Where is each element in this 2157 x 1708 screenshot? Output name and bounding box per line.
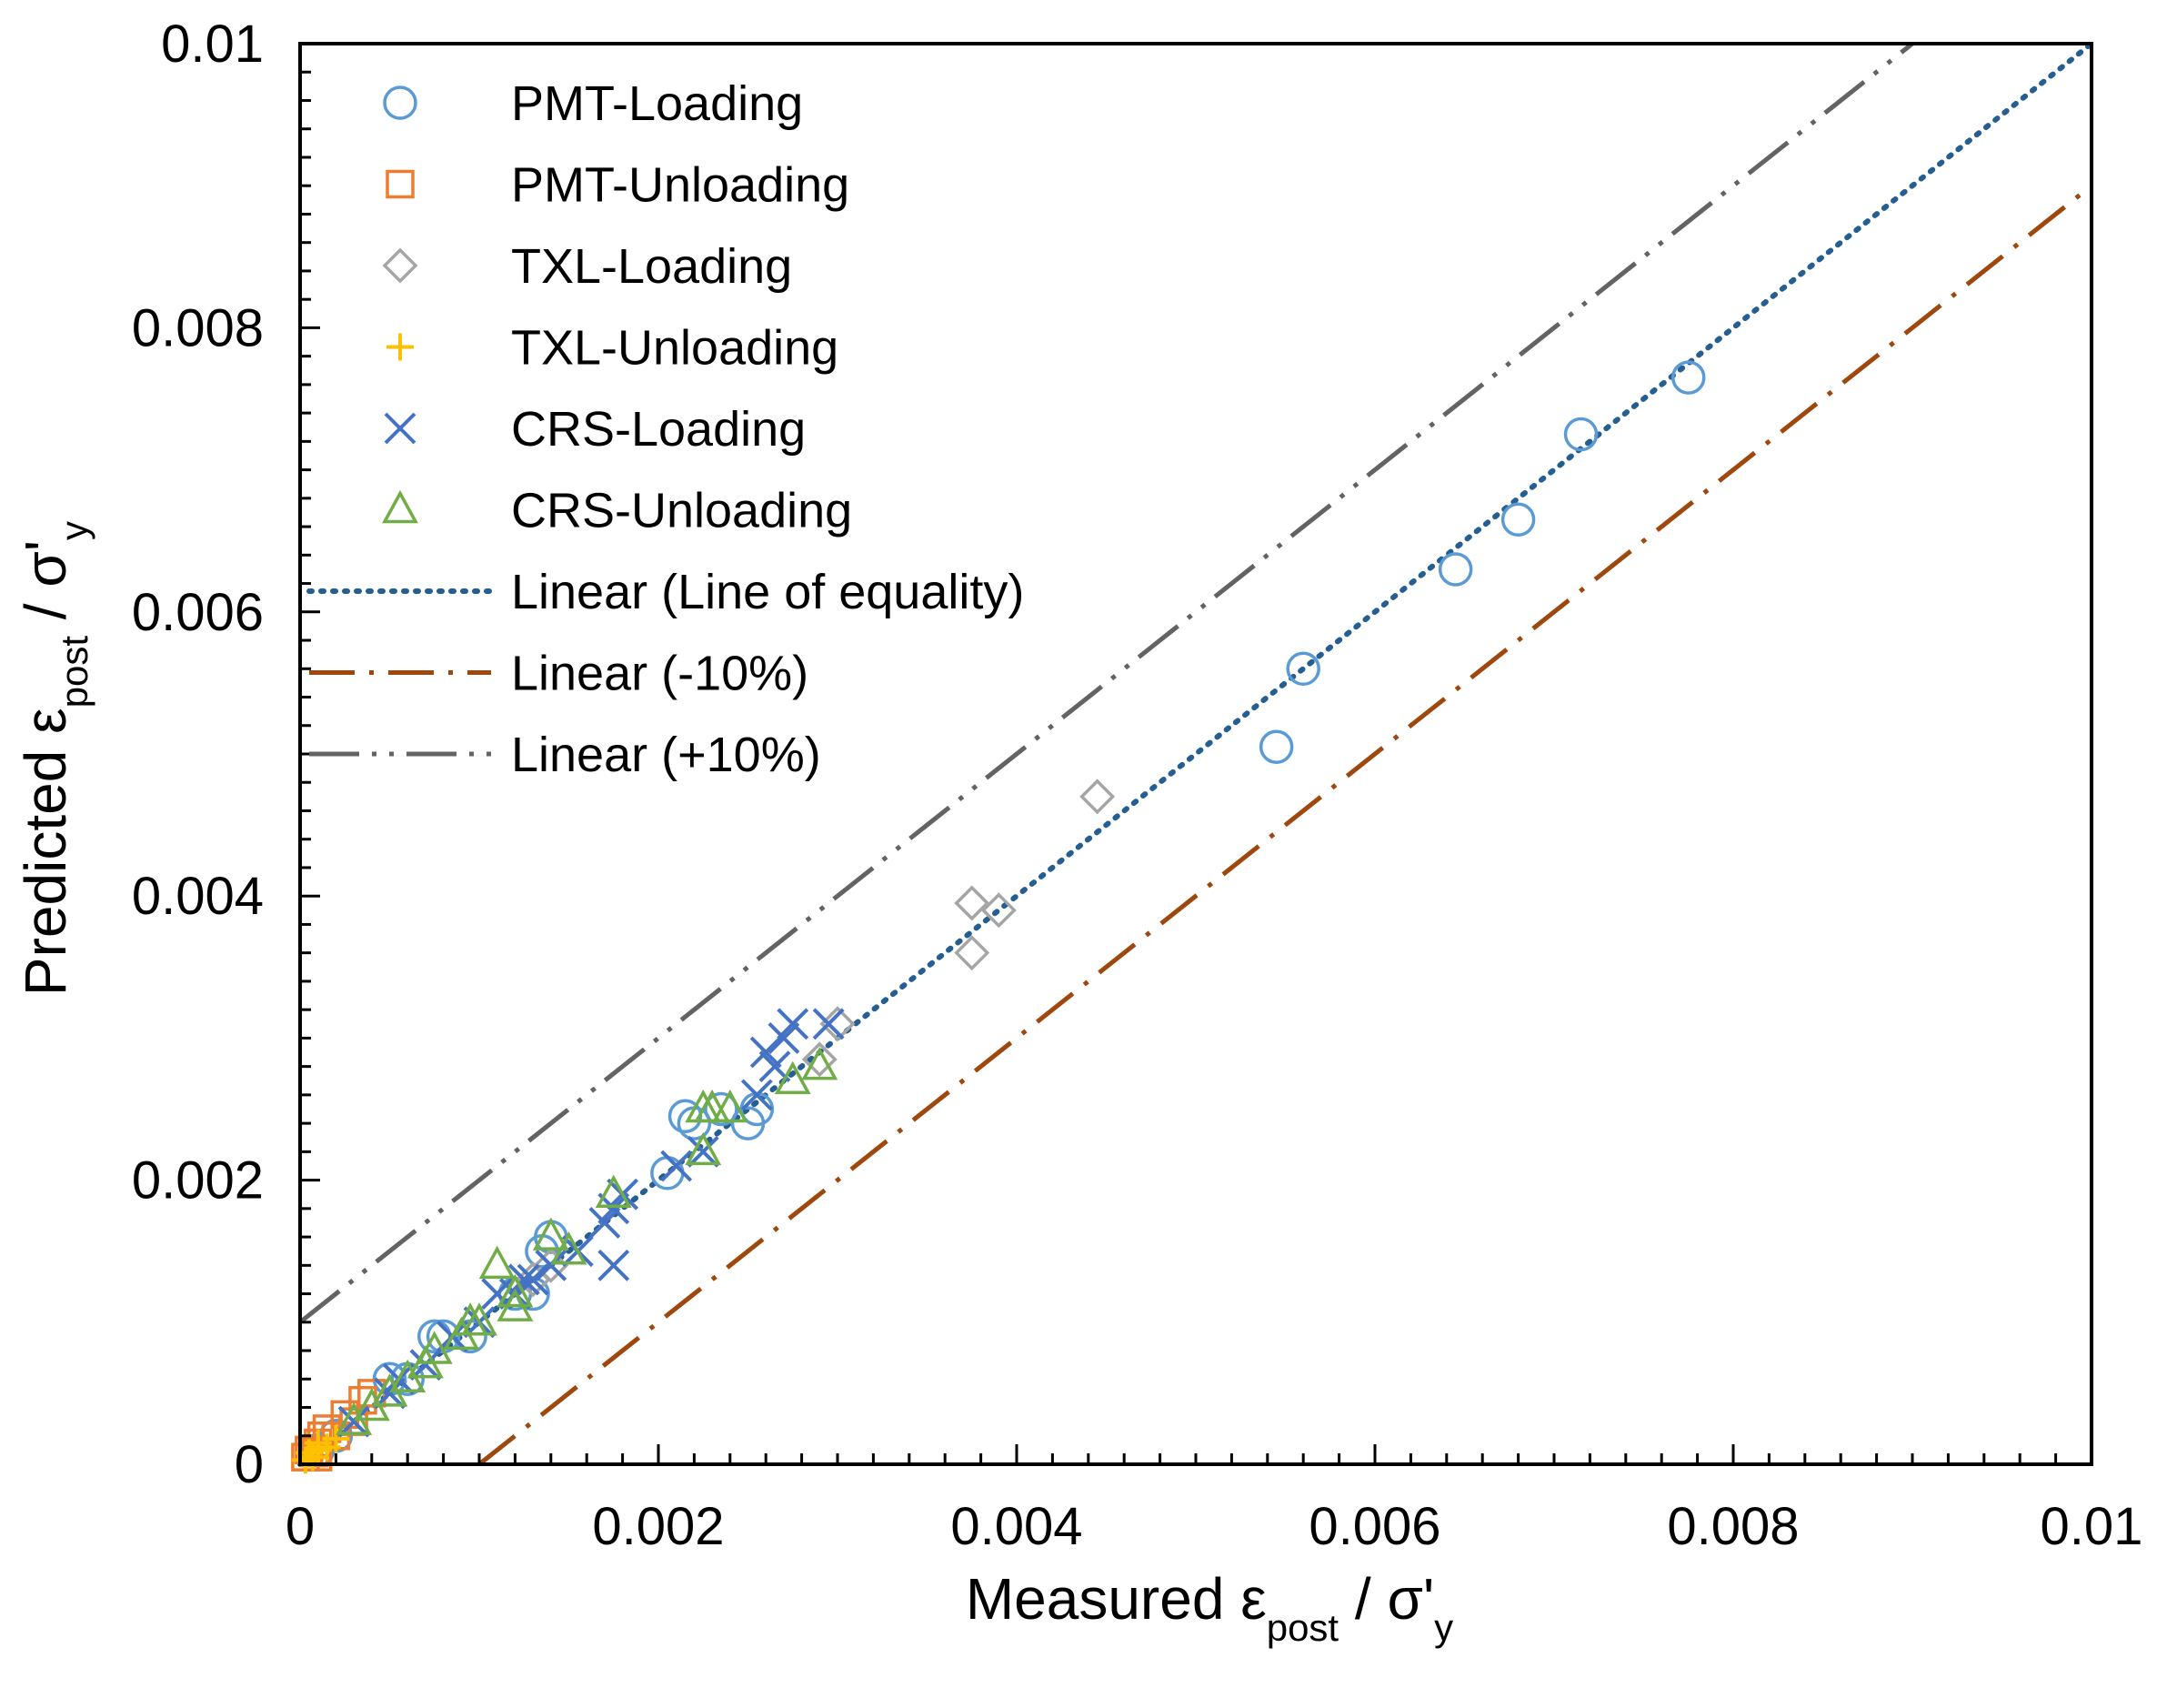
point-4-0 [337,1405,370,1438]
legend-item: TXL-Unloading [386,321,838,376]
point-5-14 [595,1174,632,1208]
legend: PMT-Loading PMT-Unloading TXL-Loading TXL-U… [306,76,1024,782]
point-3-6 [298,1443,326,1472]
point-4-16 [660,1150,693,1182]
point-4-18 [740,1079,773,1111]
data-points [291,360,1706,1474]
point-5-18 [685,1131,722,1166]
x-tick-label: 0.004 [950,1497,1082,1556]
point-3-4 [322,1424,350,1452]
point-5-17 [711,1089,748,1123]
y-tick-label: 0.002 [132,1151,264,1211]
legend-item: Linear (-10%) [309,647,808,701]
point-2-0 [801,1041,838,1078]
legend-item: Linear (Line of equality) [306,565,1024,619]
y-tick-label: 0.006 [132,583,264,642]
legend-marker [384,412,416,445]
point-5-9 [478,1245,516,1280]
point-2-7 [533,1247,569,1283]
legend-marker [386,333,414,361]
point-5-13 [550,1231,587,1265]
point-0-20 [1500,502,1536,538]
legend-item: Linear (+10%) [309,728,821,782]
point-4-21 [767,1021,800,1054]
point-5-5 [416,1331,453,1364]
y-tick-label: 0 [235,1435,264,1494]
legend-item: PMT-Unloading [386,158,849,213]
series-crs-unloading [336,1047,838,1435]
point-4-12 [588,1207,621,1239]
point-4-14 [597,1249,630,1281]
legend-label: Linear (+10%) [511,728,821,782]
point-5-16 [694,1089,731,1123]
point-4-10 [535,1249,567,1281]
point-0-17 [1259,729,1294,764]
legend-item: CRS-Loading [384,402,806,457]
point-3-5 [304,1429,332,1457]
series-txl-unloading [291,1424,350,1474]
legend-item: CRS-Unloading [382,484,852,538]
legend-label: Linear (Line of equality) [511,565,1024,619]
point-5-19 [774,1060,811,1095]
legend-label: CRS-Unloading [511,484,852,538]
point-0-14 [704,1091,738,1127]
x-tick-label: 0 [286,1497,315,1556]
point-4-8 [507,1263,540,1296]
legend-label: CRS-Loading [511,402,806,457]
legend-label: Linear (-10%) [511,647,808,701]
x-axis-title: Measured εpost / σ'y [966,1566,1453,1649]
point-5-11 [497,1288,534,1321]
point-0-19 [1438,552,1473,587]
legend-marker [382,489,418,524]
point-4-19 [749,1036,782,1069]
point-2-1 [819,1006,856,1042]
x-tick-label: 0.008 [1667,1497,1799,1556]
point-5-12 [532,1217,569,1251]
point-4-23 [812,1008,845,1040]
x-tick-label: 0.002 [592,1497,724,1556]
point-5-20 [801,1047,838,1080]
legend-marker [386,169,415,199]
point-4-22 [777,1008,809,1040]
point-2-5 [1079,779,1116,815]
point-0-22 [1671,360,1706,395]
legend-label: PMT-Loading [511,76,803,131]
axis-ticks [300,70,2058,1464]
legend-item: PMT-Loading [383,76,803,131]
point-2-2 [954,885,990,921]
legend-marker [383,85,417,120]
y-tick-label: 0.008 [132,298,264,357]
line-1 [477,184,2093,1466]
legend-label: PMT-Unloading [511,158,849,213]
x-tick-label: 0.006 [1309,1497,1440,1556]
axis-tick-labels: 0 0.002 0.004 0.006 0.008 0.01 0 0.002 0.004 0.00… [132,15,2143,1556]
point-5-8 [452,1302,489,1336]
y-tick-label: 0.004 [132,867,264,926]
y-axis-title: Predicted εpost / σ'y [13,521,95,996]
legend-label: TXL-Unloading [511,321,838,376]
x-tick-label: 0.01 [2041,1497,2143,1556]
point-0-18 [1286,651,1320,687]
legend-label: TXL-Loading [511,239,792,294]
legend-item: TXL-Loading [382,239,792,294]
point-5-10 [497,1273,534,1308]
point-0-21 [1563,417,1599,452]
legend-marker [382,247,418,284]
point-2-4 [980,892,1017,929]
point-2-3 [954,935,990,971]
y-tick-label: 0.01 [161,15,264,74]
point-4-17 [687,1135,719,1168]
